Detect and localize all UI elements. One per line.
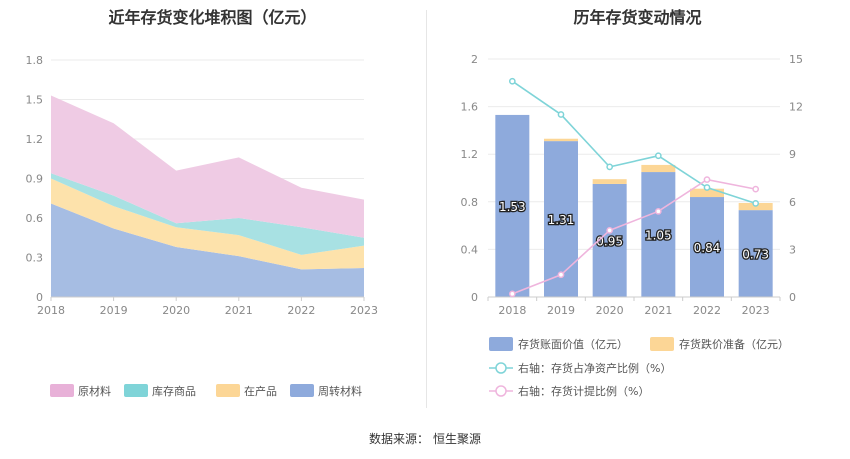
legend-swatch: [650, 337, 674, 351]
y-tick-label: 1.6: [461, 101, 479, 114]
point-inventory-to-net-assets: [703, 184, 711, 191]
point-inventory-to-net-assets: [752, 200, 760, 207]
data-source-value: 恒生聚源: [433, 432, 482, 446]
y-tick-label: 0.3: [26, 252, 44, 265]
x-tick-label: 2019: [547, 304, 575, 317]
x-tick-label: 2020: [162, 304, 190, 317]
y-tick-label: 0: [36, 291, 43, 304]
bar-value-label: 0.73: [742, 248, 769, 262]
y-tick-label: 2: [471, 53, 478, 66]
bar-book-value: [544, 141, 578, 297]
legend-marker: [495, 385, 507, 397]
bar-impairment-reserve: [641, 164, 676, 173]
y-tick-label: 0.4: [461, 243, 479, 256]
legend-swatch: [50, 384, 74, 397]
y-tick-label: 1.2: [26, 133, 44, 146]
x-tick-label: 2018: [498, 304, 526, 317]
x-tick-label: 2018: [37, 304, 65, 317]
x-tick-label: 2021: [644, 304, 672, 317]
legend-swatch: [216, 384, 240, 397]
x-tick-label: 2021: [225, 304, 253, 317]
point-provision-ratio: [606, 227, 614, 234]
point-inventory-to-net-assets: [557, 111, 565, 118]
bar-value-label: 1.53: [499, 200, 526, 214]
line-provision-ratio: [512, 178, 756, 295]
bar-impairment-reserve: [690, 188, 724, 198]
bar-value-label: 1.05: [645, 229, 672, 243]
y-tick-label: 0: [471, 291, 478, 304]
bar-book-value: [690, 197, 724, 297]
y2-tick-label: 0: [789, 291, 796, 304]
point-inventory-to-net-assets: [508, 77, 516, 85]
bar-book-value: [495, 114, 530, 298]
bar-impairment-reserve: [544, 138, 578, 142]
y-tick-label: 1.2: [461, 148, 479, 161]
bar-impairment-reserve: [592, 179, 627, 184]
legend-label: 存货账面价值（亿元）: [518, 337, 628, 351]
y2-tick-label: 9: [789, 148, 796, 161]
legend-label: 原材料: [78, 384, 111, 398]
point-provision-ratio: [508, 290, 516, 298]
y-tick-label: 1.8: [26, 54, 44, 67]
area-series-2: [51, 178, 364, 270]
point-provision-ratio: [654, 207, 662, 215]
stacked-area-chart: 0 0.3 0.6 0.9 1.2 1.5 1.8 2018 2019 2020 2021 2022 2…: [26, 54, 379, 398]
data-source-label: 数据来源：: [368, 432, 429, 446]
y2-tick-label: 6: [789, 196, 796, 209]
legend-swatch: [489, 337, 513, 351]
legend-label: 右轴：存货计提比例（%）: [518, 384, 649, 398]
point-provision-ratio: [557, 271, 565, 279]
legend-swatch: [290, 384, 314, 397]
x-tick-label: 2022: [287, 304, 315, 317]
bar-line-chart: 0 0.4 0.8 1.2 1.6 2 0 3 6 9 12 15 1.53 1.31 0.95 1.05 0.…: [461, 53, 804, 398]
left-chart-title: 近年存货变化堆积图（亿元）: [108, 8, 317, 27]
legend-swatch: [124, 384, 148, 397]
data-source: 数据来源： 恒生聚源: [0, 430, 850, 447]
bar-value-label: 0.84: [694, 241, 721, 255]
legend-marker: [495, 362, 507, 374]
x-tick-label: 2022: [693, 304, 721, 317]
y2-tick-label: 12: [789, 101, 803, 114]
x-tick-label: 2019: [100, 304, 128, 317]
legend-label: 周转材料: [318, 384, 362, 398]
x-tick-label: 2023: [742, 304, 770, 317]
bar-value-label: 1.31: [548, 213, 575, 227]
legend-label: 存货跌价准备（亿元）: [679, 337, 789, 351]
x-tick-label: 2020: [596, 304, 624, 317]
area-series-1: [51, 203, 364, 297]
y-tick-label: 0.8: [461, 196, 479, 209]
point-provision-ratio: [752, 185, 760, 193]
chart-divider: [426, 10, 427, 408]
bar-value-label: 0.95: [596, 234, 623, 248]
area-series-4: [51, 95, 364, 238]
bar-book-value: [641, 172, 676, 297]
point-inventory-to-net-assets: [654, 152, 662, 160]
line-inventory-to-net-assets: [511, 80, 756, 205]
point-inventory-to-net-assets: [606, 163, 614, 171]
y2-tick-label: 3: [789, 243, 796, 256]
right-chart-title: 历年存货变动情况: [573, 8, 702, 27]
legend-label: 在产品: [244, 384, 277, 398]
y-tick-label: 1.5: [26, 94, 44, 107]
point-provision-ratio: [703, 176, 711, 183]
y2-tick-label: 15: [789, 53, 803, 66]
area-series-3: [51, 173, 364, 255]
x-tick-label: 2023: [350, 304, 378, 317]
y-tick-label: 0.6: [26, 212, 44, 225]
legend-label: 库存商品: [152, 384, 196, 398]
y-tick-label: 0.9: [26, 173, 44, 186]
legend-label: 右轴：存货占净资产比例（%）: [518, 361, 671, 375]
bar-book-value: [738, 210, 773, 297]
